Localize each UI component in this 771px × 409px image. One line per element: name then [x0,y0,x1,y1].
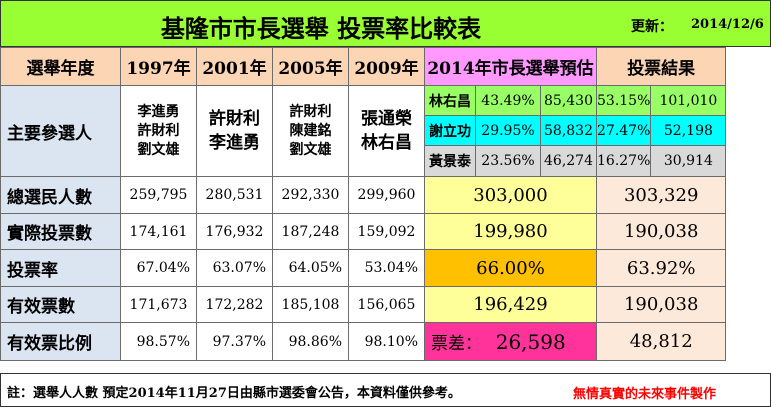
table-cell: 187,248 [272,213,349,250]
update-date: 2014/12/6 [691,17,764,32]
result-cell: 303,329 [595,176,727,214]
result-cell: 190,038 [595,286,727,323]
header-row: 選舉年度 1997年 2001年 2005年 2009年 2014年市長選舉預估… [0,47,727,86]
table-row: 投票率 67.04% 63.07% 64.05% 53.04% 66.00% 6… [0,249,727,287]
table-cell: 67.04% [120,249,197,287]
candidate-2014-est-votes: 58,832 [540,115,597,146]
candidate-2014-res-votes: 101,010 [650,85,727,116]
estimate-rate-cell: 66.00% [424,249,597,287]
estimate-cell: 196,429 [424,286,597,323]
table-cell: 159,092 [348,213,425,250]
table-row: 總選民人數 259,795 280,531 292,330 299,960 30… [0,176,727,214]
title-row: 基隆市市長選舉 投票率比較表 更新： 2014/12/6 [0,0,771,47]
candidate-name: 劉文雄 [137,141,180,158]
table-cell: 174,161 [120,213,197,250]
table-cell: 53.04% [348,249,425,287]
table-row: 有效票比例 98.57% 97.37% 98.86% 98.10% 票差： 26… [0,322,727,361]
table-cell: 299,960 [348,176,425,214]
candidate-2014-res-pct: 16.27% [595,145,652,177]
table-row: 實際投票數 174,161 176,932 187,248 159,092 19… [0,213,727,250]
candidate-name: 張通榮 [361,109,412,129]
candidate-row-1: 主要參選人 李進勇 許財利 劉文雄 許財利 李進勇 許財利 陳建銘 劉文雄 張通… [0,85,727,177]
table-cell: 64.05% [272,249,349,287]
candidate-2014-est-pct: 29.95% [475,115,541,146]
estimate-header: 2014年市長選舉預估 [424,47,597,86]
comparison-table: 選舉年度 1997年 2001年 2005年 2009年 2014年市長選舉預估… [0,47,727,361]
table-cell: 98.57% [120,322,197,361]
table-cell: 98.10% [348,322,425,361]
result-header: 投票結果 [595,47,727,86]
footer: 註：選舉人人數 預定2014年11月27日由縣市選委會公告，本資料僅供參考。 無… [0,373,771,407]
estimate-cell: 303,000 [424,176,597,214]
candidates-2009: 張通榮 林右昌 [348,85,425,177]
candidate-2014-name: 林右昌 [424,85,476,116]
candidate-row-3: 黃景泰 23.56% 46,274 16.27% 30,914 [1,145,727,177]
table-cell: 259,795 [120,176,197,214]
table-cell: 98.86% [272,322,349,361]
candidate-2014-res-pct: 53.15% [595,85,652,116]
year-2009: 2009年 [348,47,425,86]
table-row: 有效票數 171,673 172,282 185,108 156,065 196… [0,286,727,323]
candidate-row-2: 謝立功 29.95% 58,832 27.47% 52,198 [1,115,727,146]
table-cell: 171,673 [120,286,197,323]
candidates-2005: 許財利 陳建銘 劉文雄 [272,85,349,177]
candidate-name: 劉文雄 [289,141,332,158]
row-label: 實際投票數 [0,213,121,250]
table-cell: 292,330 [272,176,349,214]
candidate-2014-est-votes: 46,274 [540,145,597,177]
candidate-name: 李進勇 [137,103,180,120]
row-label: 投票率 [0,249,121,287]
candidates-2001: 許財利 李進勇 [196,85,273,177]
candidates-1997: 李進勇 許財利 劉文雄 [120,85,197,177]
candidate-name: 陳建銘 [289,122,332,139]
candidate-2014-name: 黃景泰 [424,145,476,177]
candidates-label: 主要參選人 [0,85,121,177]
footer-note: 註：選舉人人數 預定2014年11月27日由縣市選委會公告，本資料僅供參考。 [7,386,461,401]
candidate-2014-res-votes: 52,198 [650,115,727,146]
table-cell: 172,282 [196,286,273,323]
candidate-name: 李進勇 [209,133,260,153]
table-cell: 280,531 [196,176,273,214]
candidate-name: 許財利 [289,103,332,120]
candidate-name: 林右昌 [361,133,412,153]
vote-difference-value: 26,598 [495,330,566,354]
result-cell: 63.92% [595,249,727,287]
footer-credit: 無情真實的未來事件製作 [573,387,717,402]
table-cell: 63.07% [196,249,273,287]
candidate-2014-name: 謝立功 [424,115,476,146]
row-label: 有效票比例 [0,322,121,361]
estimate-cell: 199,980 [424,213,597,250]
year-2001: 2001年 [196,47,273,86]
row-label: 有效票數 [0,286,121,323]
table-cell: 156,065 [348,286,425,323]
update-label: 更新： [631,19,673,35]
year-2005: 2005年 [272,47,349,86]
row-label: 總選民人數 [0,176,121,214]
table-cell: 185,108 [272,286,349,323]
candidate-2014-est-pct: 43.49% [475,85,541,116]
table-cell: 97.37% [196,322,273,361]
year-1997: 1997年 [120,47,197,86]
candidate-name: 許財利 [209,109,260,129]
vote-difference-label: 票差： [431,334,482,354]
page-title: 基隆市市長選舉 投票率比較表 [160,14,482,43]
candidate-2014-est-votes: 85,430 [540,85,597,116]
candidate-2014-res-votes: 30,914 [650,145,727,177]
candidate-2014-res-pct: 27.47% [595,115,652,146]
year-label: 選舉年度 [0,47,121,86]
candidate-name: 許財利 [137,122,180,139]
result-cell: 190,038 [595,213,727,250]
vote-difference-cell: 票差： 26,598 [424,322,597,361]
result-cell: 48,812 [595,322,727,361]
table-cell: 176,932 [196,213,273,250]
candidate-2014-est-pct: 23.56% [475,145,541,177]
